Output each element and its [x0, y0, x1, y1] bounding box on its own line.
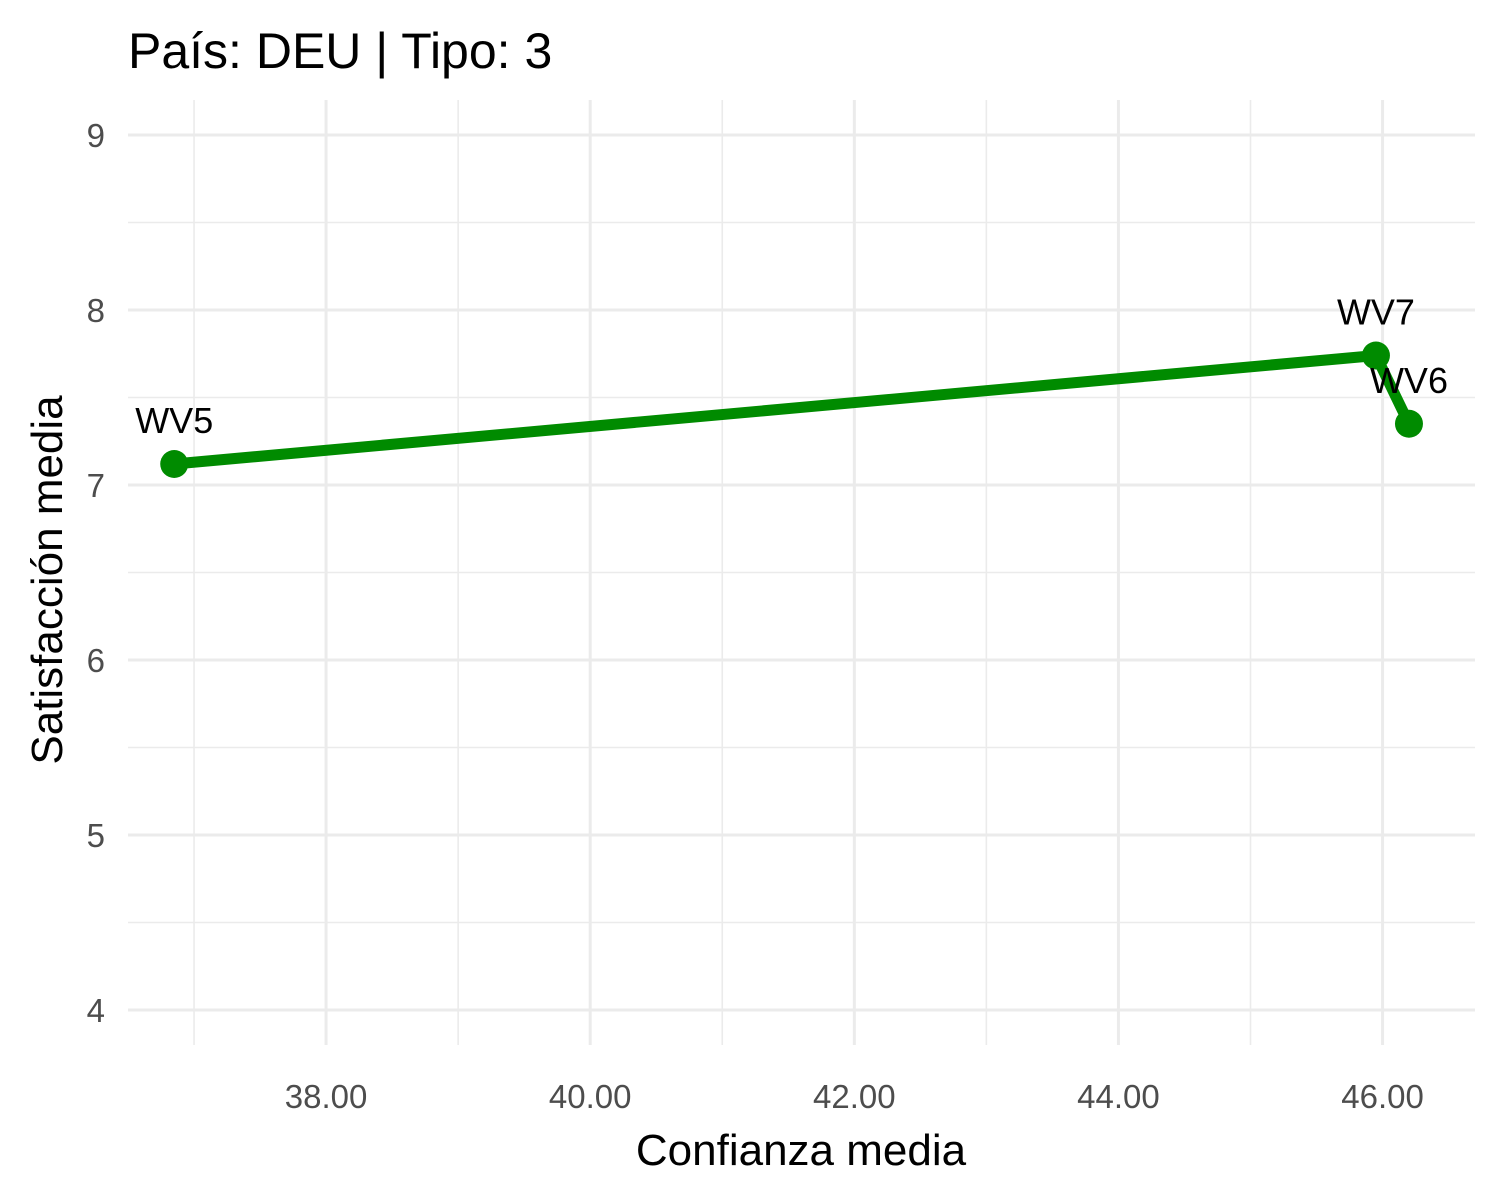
point-label: WV6	[1370, 360, 1448, 401]
x-tick-label: 38.00	[285, 1078, 368, 1115]
y-tick-label: 5	[87, 817, 105, 854]
chart-title: País: DEU | Tipo: 3	[128, 23, 552, 79]
point-label: WV5	[135, 400, 213, 441]
x-axis-title: Confianza media	[636, 1126, 967, 1175]
y-tick-label: 4	[87, 992, 105, 1029]
y-tick-label: 7	[87, 467, 105, 504]
y-tick-label: 9	[87, 117, 105, 154]
y-axis-title: Satisfacción media	[23, 395, 72, 765]
series-line	[168, 350, 1415, 470]
grid	[128, 100, 1475, 1045]
x-tick-label: 46.00	[1341, 1078, 1424, 1115]
data-point	[160, 450, 189, 478]
y-tick-label: 8	[87, 292, 105, 329]
x-tick-label: 40.00	[549, 1078, 632, 1115]
data-point	[1394, 409, 1423, 438]
y-tick-label: 6	[87, 642, 105, 679]
x-tick-label: 44.00	[1077, 1078, 1160, 1115]
x-tick-label: 42.00	[813, 1078, 896, 1115]
point-label: WV7	[1337, 292, 1415, 333]
axes: 38.00 40.00 42.00 44.00 46.00 4 5 6 7 8 9	[87, 117, 1424, 1115]
series-layer: WV5 WV7 WV6	[135, 292, 1448, 478]
data-point	[1361, 341, 1390, 370]
